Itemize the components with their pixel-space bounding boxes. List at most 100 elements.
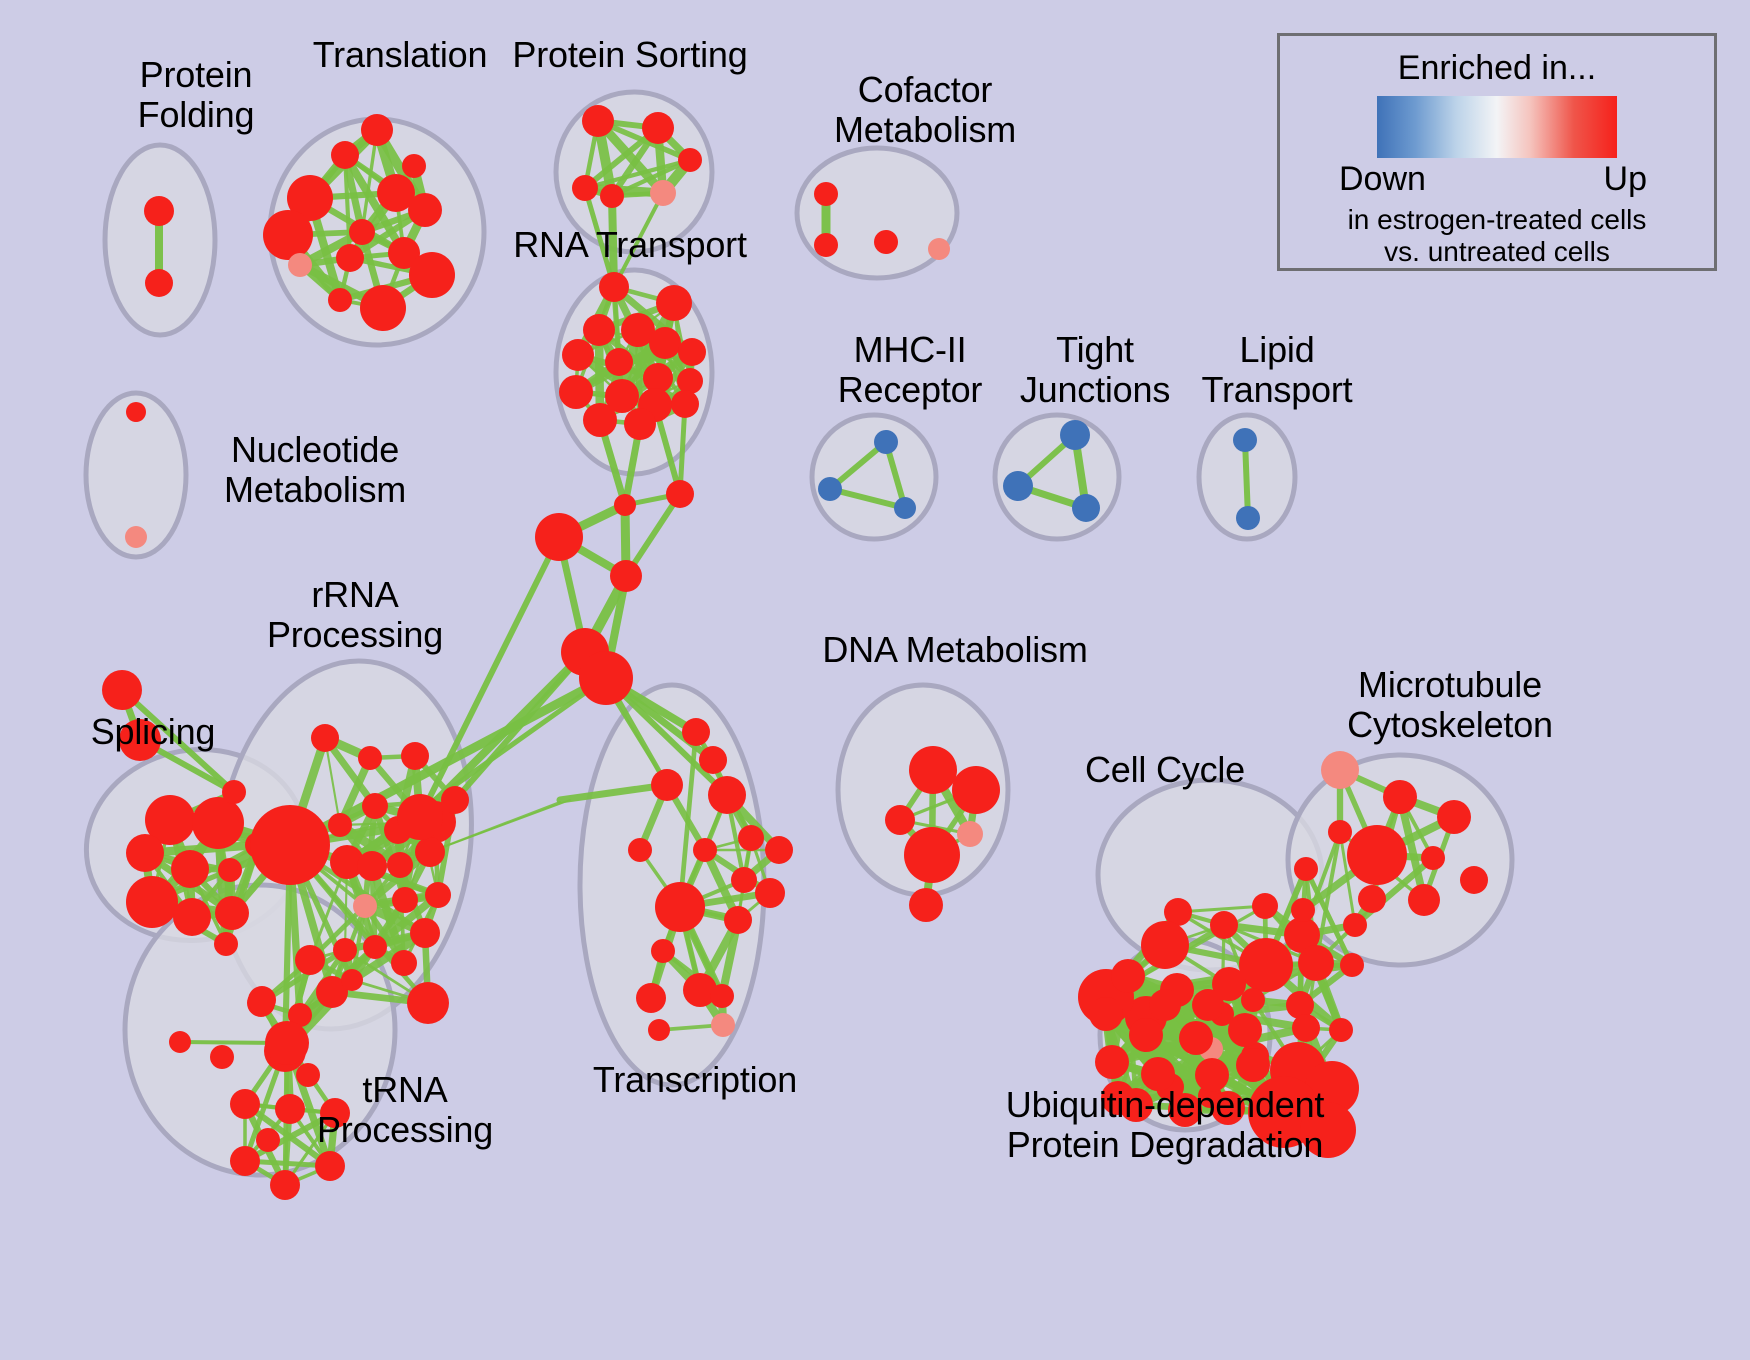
- network-node-ubiquitin-protein-degradation: [1228, 1013, 1262, 1047]
- network-node-transcription: [651, 939, 675, 963]
- network-node-rna-transport: [583, 314, 615, 346]
- network-edge: [1176, 904, 1267, 914]
- network-node-translation: [402, 154, 426, 178]
- network-edge: [1303, 866, 1355, 968]
- network-node-rrna-processing: [363, 935, 387, 959]
- network-node-microtubule-cytoskeleton: [1294, 857, 1318, 881]
- cluster-hull-nucleotide-metabolism: [83, 390, 189, 560]
- network-node-rna-transport: [562, 339, 594, 371]
- network-node-cell-cycle: [1164, 898, 1192, 926]
- network-edge: [603, 675, 730, 798]
- network-node-trna-processing: [230, 1089, 260, 1119]
- network-node-splicing: [215, 896, 249, 930]
- network-node-rrna-processing: [425, 882, 451, 908]
- network-node-cofactor-metabolism: [814, 182, 838, 206]
- network-edge: [827, 486, 908, 511]
- network-node-protein-sorting: [642, 112, 674, 144]
- network-node-mhc-ii-receptor: [874, 430, 898, 454]
- network-node-trna-processing: [270, 1170, 300, 1200]
- network-node-rna-transport: [624, 408, 656, 440]
- network-node-ubiquitin-protein-degradation: [1179, 1021, 1213, 1055]
- network-node-rna-transport: [583, 403, 617, 437]
- network-node-rrna-processing: [288, 1003, 312, 1027]
- network-edge: [1242, 437, 1251, 521]
- network-node-microtubule-cytoskeleton: [1328, 820, 1352, 844]
- cluster-hull-protein-sorting: [553, 89, 715, 255]
- network-node-trna-processing: [315, 1151, 345, 1181]
- network-node-cell-cycle: [1141, 921, 1189, 969]
- network-node-rna-transport: [559, 375, 593, 409]
- network-edge: [119, 687, 237, 795]
- network-node-microtubule-cytoskeleton: [1343, 913, 1367, 937]
- network-node-cell-cycle: [1340, 953, 1364, 977]
- network-node-backbone: [614, 494, 636, 516]
- network-node-ubiquitin-protein-degradation: [1089, 997, 1123, 1031]
- legend-title: Enriched in...: [1397, 49, 1597, 87]
- cluster-hull-cofactor-metabolism: [794, 145, 960, 281]
- network-edge: [612, 191, 665, 289]
- legend-box: Enriched in... Down Up in estrogen-treat…: [1277, 33, 1717, 271]
- network-node-ubiquitin-protein-degradation: [1212, 967, 1246, 1001]
- network-node-cell-cycle: [1329, 1018, 1353, 1042]
- network-node-splicing: [126, 834, 164, 872]
- network-node-lipid-transport: [1236, 506, 1260, 530]
- network-node-rrna-processing: [341, 969, 363, 991]
- network-node-translation: [409, 252, 455, 298]
- legend-color-gradient: [1377, 96, 1617, 158]
- network-node-splicing: [145, 795, 195, 845]
- network-node-ubiquitin-protein-degradation: [1119, 1088, 1153, 1122]
- network-node-protein-folding: [144, 196, 174, 226]
- network-node-tight-junctions: [1003, 471, 1033, 501]
- network-node-transcription: [648, 1019, 670, 1041]
- network-node-trna-processing: [248, 986, 276, 1014]
- network-node-tight-junctions: [1060, 420, 1090, 450]
- network-node-rrna-processing: [401, 742, 429, 770]
- network-node-translation: [349, 219, 375, 245]
- network-node-translation: [388, 237, 420, 269]
- network-edge: [323, 736, 342, 827]
- network-edge: [1396, 793, 1428, 904]
- network-node-transcription: [683, 973, 717, 1007]
- network-node-backbone: [579, 651, 633, 705]
- network-node-microtubule-cytoskeleton: [1408, 884, 1440, 916]
- network-node-ubiquitin-protein-degradation: [1195, 1058, 1229, 1092]
- network-node-transcription: [651, 769, 683, 801]
- network-node-rrna-processing: [391, 950, 417, 976]
- network-node-protein-sorting: [582, 105, 614, 137]
- network-node-rrna-processing: [362, 793, 388, 819]
- network-node-rrna-processing: [397, 794, 443, 840]
- network-node-rrna-processing: [410, 918, 440, 948]
- network-node-backbone: [535, 513, 583, 561]
- network-node-splicing: [173, 898, 211, 936]
- network-edge: [1314, 830, 1342, 965]
- network-node-ubiquitin-protein-degradation: [1141, 1057, 1175, 1091]
- network-node-dna-metabolism: [909, 888, 943, 922]
- network-node-rrna-processing: [330, 845, 364, 879]
- network-node-dna-metabolism: [952, 766, 1000, 814]
- network-node-rna-transport: [649, 327, 681, 359]
- network-node-transcription: [724, 906, 752, 934]
- network-node-cell-cycle: [1305, 1061, 1359, 1115]
- network-node-transcription: [636, 983, 666, 1013]
- network-node-microtubule-cytoskeleton: [1358, 885, 1386, 913]
- network-node-rna-transport: [671, 390, 699, 418]
- network-node-rna-transport: [605, 348, 633, 376]
- legend-low-label: Down: [1339, 160, 1426, 198]
- legend-caption-line2: vs. untreated cells: [1384, 236, 1610, 268]
- network-node-lipid-transport: [1233, 428, 1257, 452]
- network-node-cell-cycle: [1292, 1014, 1320, 1042]
- network-node-splicing: [119, 719, 161, 761]
- network-node-transcription: [738, 825, 764, 851]
- network-node-transcription: [710, 984, 734, 1008]
- network-node-translation: [287, 175, 333, 221]
- network-node-rna-transport: [678, 338, 706, 366]
- network-node-protein-folding: [145, 269, 173, 297]
- network-edge: [623, 491, 683, 579]
- network-node-transcription: [765, 836, 793, 864]
- network-node-dna-metabolism: [909, 746, 957, 794]
- network-node-rrna-processing: [328, 813, 352, 837]
- network-node-trna-processing: [169, 1031, 191, 1053]
- network-node-translation: [377, 174, 415, 212]
